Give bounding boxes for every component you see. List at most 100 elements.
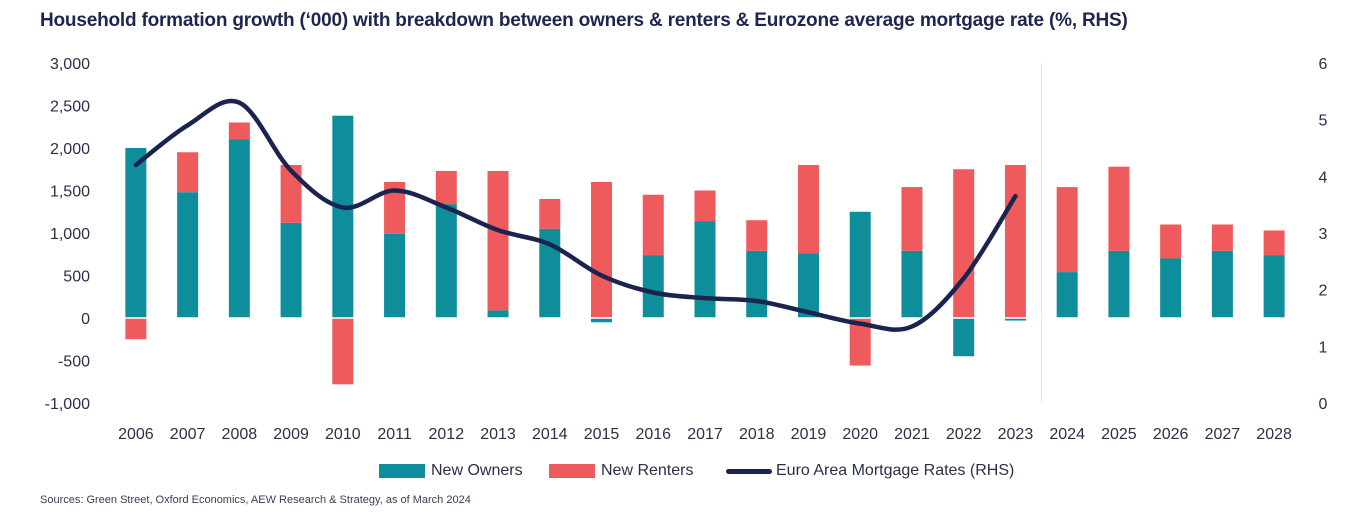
x-tick-label: 2021	[894, 426, 930, 443]
rates-point-2019	[806, 310, 810, 314]
bar-renters-2020	[849, 318, 871, 366]
bar-owners-2018	[746, 250, 768, 318]
rates-point-2008	[237, 101, 241, 105]
bar-renters-2010	[332, 318, 354, 385]
bar-renters-2021	[901, 187, 923, 251]
bar-owners-2023	[1004, 318, 1026, 321]
bar-owners-2012	[435, 204, 457, 318]
legend-label-renters: New Renters	[601, 462, 694, 479]
bar-owners-2007	[177, 192, 199, 318]
chart-title: Household formation growth (‘000) with b…	[40, 10, 1128, 31]
rates-point-2020	[858, 322, 862, 326]
chart-legend: New Owners New Renters Euro Area Mortgag…	[0, 462, 1362, 492]
bar-owners-2016	[642, 255, 664, 318]
rates-point-2007	[186, 123, 190, 127]
y-right-tick-label: 5	[1319, 113, 1328, 130]
bar-renters-2007	[177, 152, 199, 193]
source-note: Sources: Green Street, Oxford Economics,…	[40, 494, 471, 506]
x-tick-label: 2028	[1256, 426, 1292, 443]
rates-point-2014	[548, 242, 552, 246]
bar-owners-2006	[125, 148, 147, 318]
x-tick-label: 2010	[325, 426, 361, 443]
bar-renters-2019	[797, 165, 819, 254]
x-tick-label: 2012	[429, 426, 465, 443]
bar-renters-2017	[694, 190, 716, 222]
x-tick-label: 2024	[1049, 426, 1085, 443]
y-right-tick-label: 3	[1319, 226, 1328, 243]
bar-renters-2016	[642, 194, 664, 256]
y-right-tick-label: 1	[1319, 339, 1328, 356]
bar-renters-2018	[746, 220, 768, 251]
rates-point-2006	[134, 163, 138, 167]
bar-owners-2026	[1160, 258, 1182, 318]
rates-point-2012	[444, 206, 448, 209]
x-tick-label: 2009	[273, 426, 309, 443]
x-tick-label: 2016	[635, 426, 671, 443]
x-tick-label: 2008	[222, 426, 258, 443]
bar-owners-2019	[797, 253, 819, 318]
y-right-tick-label: 4	[1319, 169, 1328, 186]
bar-renters-2015	[591, 182, 613, 318]
y-left-tick-label: 2,500	[50, 99, 90, 116]
bar-renters-2011	[384, 182, 406, 234]
legend-item-rates: Euro Area Mortgage Rates (RHS)	[726, 462, 1014, 480]
bar-renters-2013	[487, 170, 509, 311]
bar-owners-2017	[694, 221, 716, 318]
x-tick-label: 2023	[998, 426, 1034, 443]
bar-renters-2022	[953, 169, 975, 318]
bar-renters-2027	[1211, 224, 1233, 251]
bar-owners-2027	[1211, 250, 1233, 318]
bar-renters-2025	[1108, 166, 1130, 251]
y-left-tick-label: 500	[63, 269, 90, 286]
bar-owners-2014	[539, 228, 561, 318]
y-right-tick-label: 6	[1319, 56, 1328, 73]
y-left-tick-label: 3,000	[50, 56, 90, 73]
bar-renters-2009	[280, 165, 302, 223]
rates-point-2017	[703, 296, 707, 300]
bar-renters-2028	[1263, 230, 1285, 256]
x-tick-label: 2027	[1205, 426, 1241, 443]
bar-renters-2014	[539, 199, 561, 229]
x-tick-label: 2011	[377, 426, 412, 443]
y-left-tick-label: -1,000	[45, 396, 90, 413]
rates-point-2013	[496, 228, 500, 232]
bar-owners-2024	[1056, 272, 1078, 318]
x-tick-label: 2007	[170, 426, 206, 443]
rates-point-2022	[962, 276, 966, 280]
bar-owners-2011	[384, 233, 406, 318]
rates-point-2015	[600, 274, 604, 277]
x-tick-label: 2018	[739, 426, 775, 443]
rates-line	[133, 98, 1018, 332]
rates-point-2010	[341, 206, 345, 209]
rates-point-2009	[289, 169, 293, 173]
bar-owners-2015	[591, 318, 613, 323]
x-tick-label: 2026	[1153, 426, 1189, 443]
legend-label-rates: Euro Area Mortgage Rates (RHS)	[776, 462, 1015, 479]
bar-owners-2009	[280, 222, 302, 318]
x-tick-label: 2006	[118, 426, 154, 443]
rates-point-2023	[1013, 194, 1017, 198]
x-tick-label: 2019	[791, 426, 827, 443]
chart-area: 3,000 2,500 2,000 1,500 1,000 500 0 -500 -1,000 6…	[45, 56, 1328, 443]
bar-renters-2006	[125, 318, 147, 340]
bar-owners-2022	[953, 318, 975, 357]
y-right-tick-label: 2	[1319, 283, 1328, 300]
bar-owners-2021	[901, 250, 923, 318]
rates-point-2021	[910, 325, 914, 328]
x-tick-label: 2017	[687, 426, 723, 443]
bar-owners-2008	[228, 139, 250, 318]
y-left-tick-label: 2,000	[50, 141, 90, 158]
bar-owners-2025	[1108, 250, 1130, 318]
bar-renters-2012	[435, 170, 457, 205]
y-left-tick-label: 1,000	[50, 226, 90, 243]
legend-item-renters: New Renters	[549, 462, 693, 480]
bar-renters-2023	[1004, 165, 1026, 318]
rates-point-2018	[755, 299, 759, 303]
bar-renters-2008	[228, 122, 250, 140]
bar-owners-2010	[332, 115, 354, 318]
legend-label-owners: New Owners	[431, 462, 523, 479]
x-tick-label: 2014	[532, 426, 568, 443]
y-left-tick-label: -500	[58, 354, 90, 371]
bar-owners-2020	[849, 211, 871, 318]
bar-renters-2024	[1056, 187, 1078, 273]
